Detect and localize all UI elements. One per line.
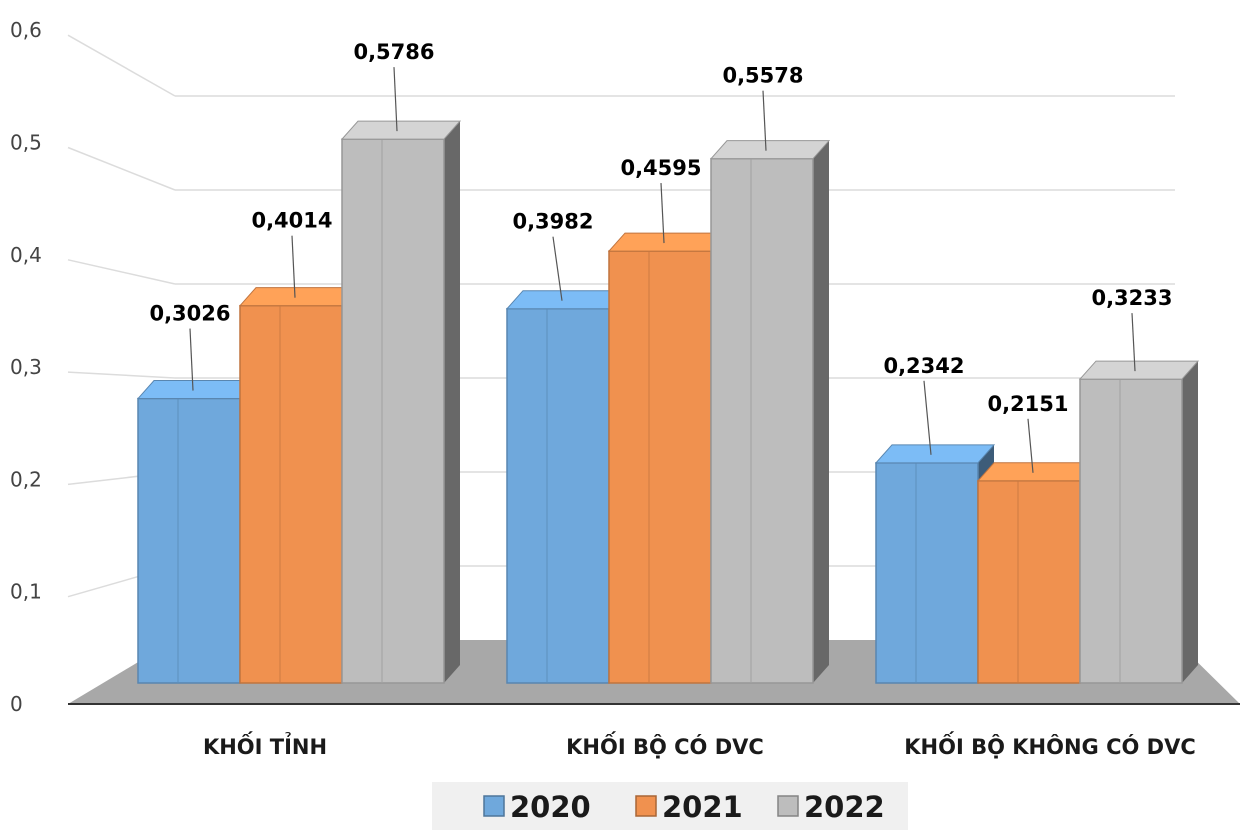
bar-front: [341, 138, 445, 684]
gridline-wall: [67, 259, 176, 285]
bar-top: [874, 444, 996, 464]
bar-front: [977, 480, 1081, 684]
data-label: 0,2342: [883, 354, 964, 378]
data-label: 0,3026: [149, 302, 230, 326]
legend-swatch: [777, 795, 799, 817]
bar-top: [607, 232, 729, 252]
data-label: 0,2151: [987, 392, 1068, 416]
bar-front: [1079, 378, 1183, 684]
data-label: 0,4014: [251, 209, 332, 233]
gridline-wall: [67, 34, 176, 97]
leader-line: [1027, 418, 1034, 473]
leader-line: [552, 236, 563, 301]
gridline-wall: [67, 371, 176, 379]
bar: [238, 287, 360, 684]
legend-swatch: [483, 795, 505, 817]
leader-line: [291, 235, 296, 298]
legend: 2020 2021 2022: [432, 782, 908, 830]
legend-box: [432, 782, 908, 830]
bar-top: [505, 290, 627, 310]
leader-line: [393, 67, 398, 132]
bar-front: [137, 397, 241, 684]
bar-top: [1078, 360, 1200, 380]
gridline-wall: [67, 146, 176, 191]
legend-label: 2020: [510, 790, 591, 824]
bar-front: [875, 462, 979, 684]
leader-line: [660, 183, 665, 244]
bar: [874, 444, 996, 684]
data-label: 0,5578: [722, 64, 803, 88]
y-axis-ticks: 0 0,1 0,2 0,3 0,4 0,5 0,6: [10, 18, 42, 716]
data-label: 0,4595: [620, 156, 701, 180]
legend-swatch: [635, 795, 657, 817]
leader-line: [189, 328, 194, 391]
bar-side: [444, 121, 460, 684]
bar-side: [1182, 361, 1198, 683]
data-labels: 0,3026 0,4014 0,5786 0,3982 0,4595 0,5578 0,23…: [149, 40, 1173, 473]
x-tick-label: KHỐI BỘ CÓ DVC: [566, 731, 764, 759]
legend-label: 2022: [804, 790, 885, 824]
y-tick-label: 0,5: [10, 131, 42, 155]
bar-front: [506, 307, 610, 684]
data-label: 0,3982: [512, 210, 593, 234]
bar-front: [710, 157, 814, 684]
x-tick-label: KHỐI BỘ KHÔNG CÓ DVC: [904, 731, 1196, 759]
y-tick-label: 0: [10, 692, 23, 716]
bar-side: [813, 140, 829, 684]
bar-top: [238, 287, 360, 307]
bar: [607, 232, 729, 684]
data-label: 0,5786: [353, 40, 434, 64]
bar-front: [239, 304, 343, 684]
y-tick-label: 0,4: [10, 243, 42, 267]
leader-line: [762, 90, 767, 151]
bar: [709, 140, 831, 684]
y-tick-label: 0,2: [10, 467, 42, 491]
bar-top: [976, 462, 1098, 482]
bar: [1078, 360, 1200, 684]
bar: [340, 120, 462, 684]
bar-top: [709, 140, 831, 160]
x-tick-label: KHỐI TỈNH: [203, 731, 327, 759]
bar: [976, 462, 1098, 684]
bars: [136, 120, 1200, 684]
y-tick-label: 0,6: [10, 18, 42, 42]
leader-line: [1131, 313, 1136, 372]
bar-top: [136, 380, 258, 400]
y-tick-label: 0,1: [10, 580, 42, 604]
data-label: 0,3233: [1091, 286, 1172, 310]
bar-top: [340, 120, 462, 140]
y-tick-label: 0,3: [10, 355, 42, 379]
bar-front: [608, 250, 712, 684]
legend-label: 2021: [662, 790, 743, 824]
bar: [505, 290, 627, 684]
leader-line: [923, 380, 932, 455]
bar: [136, 380, 258, 684]
x-axis-ticks: KHỐI TỈNH KHỐI BỘ CÓ DVC KHỐI BỘ KHÔNG CÓ …: [203, 731, 1196, 759]
